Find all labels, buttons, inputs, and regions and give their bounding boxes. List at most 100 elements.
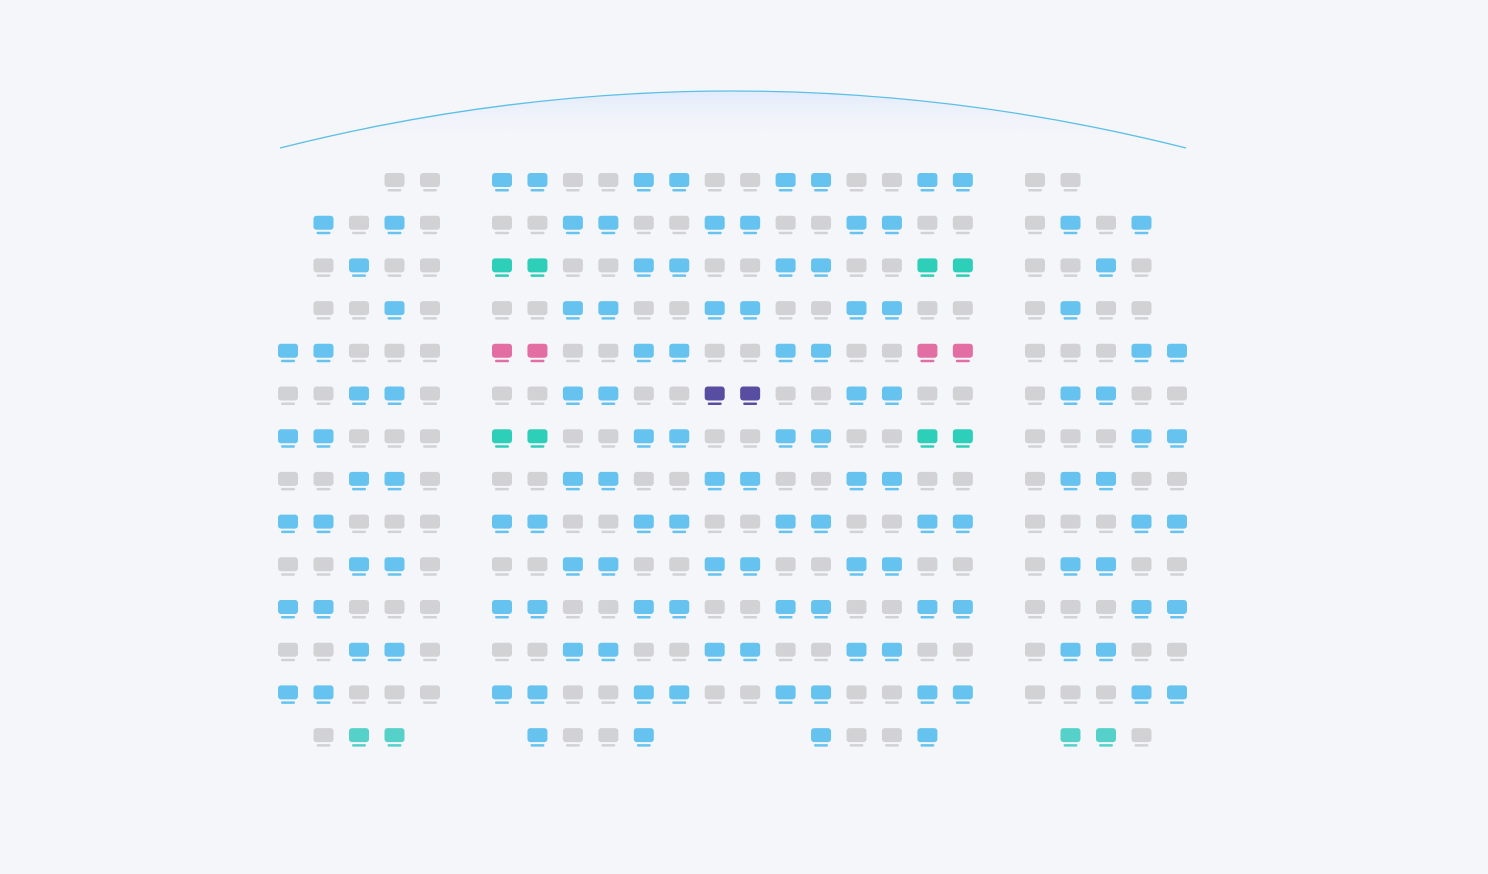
- seat[interactable]: [669, 471, 690, 491]
- seat[interactable]: [704, 557, 725, 576]
- seat[interactable]: [562, 215, 583, 235]
- seat[interactable]: [917, 215, 938, 235]
- seat[interactable]: [313, 343, 334, 363]
- seat[interactable]: [313, 471, 334, 491]
- seat[interactable]: [704, 258, 725, 277]
- seat[interactable]: [704, 471, 725, 491]
- seat[interactable]: [811, 471, 832, 491]
- seat[interactable]: [811, 429, 832, 448]
- seat[interactable]: [740, 471, 761, 491]
- seat[interactable]: [669, 642, 690, 662]
- seat[interactable]: [1167, 557, 1187, 576]
- seat[interactable]: [811, 258, 832, 277]
- seat[interactable]: [278, 471, 298, 491]
- seat[interactable]: [384, 685, 405, 704]
- seat[interactable]: [313, 258, 334, 277]
- seat[interactable]: [1060, 557, 1081, 576]
- seat[interactable]: [917, 685, 938, 704]
- seat[interactable]: [846, 173, 867, 192]
- seat[interactable]: [1167, 685, 1187, 704]
- seat[interactable]: [633, 642, 654, 662]
- seat[interactable]: [420, 600, 440, 619]
- seat[interactable]: [598, 343, 619, 363]
- seat[interactable]: [917, 386, 938, 406]
- seat[interactable]: [384, 728, 405, 747]
- seat[interactable]: [881, 258, 902, 277]
- seat[interactable]: [492, 429, 512, 448]
- seat[interactable]: [1131, 215, 1152, 235]
- seat[interactable]: [633, 471, 654, 491]
- seat[interactable]: [952, 386, 973, 406]
- seat[interactable]: [846, 600, 867, 619]
- seat[interactable]: [740, 685, 761, 704]
- seat[interactable]: [633, 514, 654, 534]
- seat[interactable]: [527, 557, 548, 576]
- seat[interactable]: [278, 343, 298, 363]
- seat[interactable]: [598, 215, 619, 235]
- seat[interactable]: [740, 215, 761, 235]
- seat[interactable]: [811, 343, 832, 363]
- seat[interactable]: [917, 429, 938, 448]
- seat[interactable]: [562, 258, 583, 277]
- seat[interactable]: [669, 301, 690, 320]
- seat[interactable]: [881, 557, 902, 576]
- seat[interactable]: [846, 215, 867, 235]
- seat[interactable]: [1167, 514, 1187, 534]
- seat[interactable]: [1131, 600, 1152, 619]
- seat[interactable]: [775, 215, 796, 235]
- seat[interactable]: [917, 728, 938, 747]
- seat[interactable]: [704, 343, 725, 363]
- seat[interactable]: [775, 685, 796, 704]
- seat[interactable]: [669, 215, 690, 235]
- seat[interactable]: [846, 685, 867, 704]
- seat[interactable]: [562, 728, 583, 747]
- seat[interactable]: [384, 557, 405, 576]
- seat[interactable]: [846, 728, 867, 747]
- seat[interactable]: [598, 600, 619, 619]
- seat[interactable]: [278, 642, 298, 662]
- seat[interactable]: [633, 343, 654, 363]
- seat[interactable]: [349, 557, 369, 576]
- seat[interactable]: [1060, 215, 1081, 235]
- seat[interactable]: [384, 471, 405, 491]
- seat[interactable]: [740, 258, 761, 277]
- seat[interactable]: [527, 343, 548, 363]
- seat[interactable]: [881, 600, 902, 619]
- seat[interactable]: [384, 343, 405, 363]
- seat[interactable]: [952, 258, 973, 277]
- seat[interactable]: [1060, 386, 1081, 406]
- seat[interactable]: [881, 471, 902, 491]
- seat[interactable]: [740, 642, 761, 662]
- seat[interactable]: [1025, 343, 1045, 363]
- seat[interactable]: [1025, 642, 1045, 662]
- seat[interactable]: [846, 514, 867, 534]
- seat[interactable]: [598, 642, 619, 662]
- seat[interactable]: [492, 642, 512, 662]
- seat[interactable]: [420, 386, 440, 406]
- seat[interactable]: [1131, 471, 1152, 491]
- seat[interactable]: [313, 386, 334, 406]
- seat[interactable]: [881, 386, 902, 406]
- seat[interactable]: [740, 301, 761, 320]
- seat[interactable]: [1025, 429, 1045, 448]
- seat[interactable]: [598, 173, 619, 192]
- seat[interactable]: [598, 429, 619, 448]
- seat[interactable]: [811, 600, 832, 619]
- seat[interactable]: [811, 215, 832, 235]
- seat[interactable]: [740, 386, 761, 406]
- seat[interactable]: [669, 173, 690, 192]
- seat[interactable]: [1131, 301, 1152, 320]
- seat[interactable]: [633, 301, 654, 320]
- seat[interactable]: [881, 215, 902, 235]
- seat[interactable]: [1060, 429, 1081, 448]
- seat[interactable]: [917, 514, 938, 534]
- seat[interactable]: [384, 600, 405, 619]
- seat[interactable]: [1096, 215, 1116, 235]
- seat[interactable]: [952, 215, 973, 235]
- seat[interactable]: [349, 642, 369, 662]
- seat[interactable]: [952, 557, 973, 576]
- seat[interactable]: [917, 600, 938, 619]
- seat[interactable]: [917, 173, 938, 192]
- seat[interactable]: [633, 557, 654, 576]
- seat[interactable]: [562, 386, 583, 406]
